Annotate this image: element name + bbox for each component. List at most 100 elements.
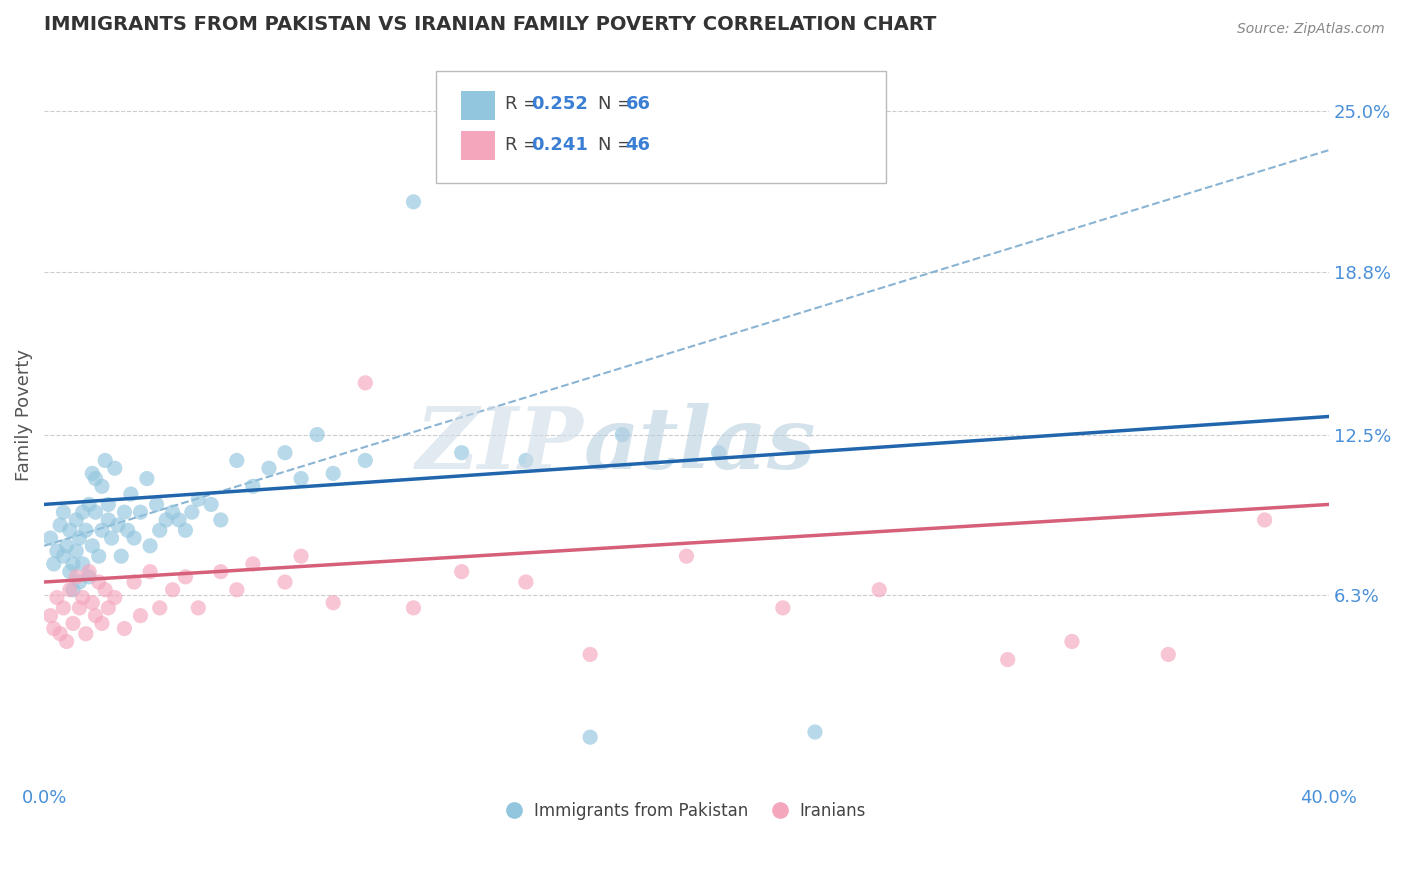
Point xyxy=(209,565,232,579)
Point xyxy=(87,549,110,563)
Point xyxy=(290,549,312,563)
Point xyxy=(46,544,69,558)
Point xyxy=(49,626,72,640)
Point xyxy=(162,582,184,597)
Point xyxy=(62,582,84,597)
Point xyxy=(39,608,62,623)
Point xyxy=(515,453,537,467)
Text: 0.252: 0.252 xyxy=(531,95,588,113)
Point xyxy=(100,531,122,545)
Point xyxy=(579,648,602,662)
Point xyxy=(200,497,222,511)
Point xyxy=(122,574,145,589)
Point xyxy=(55,539,77,553)
Point xyxy=(997,652,1019,666)
Point xyxy=(112,622,135,636)
Text: 46: 46 xyxy=(626,136,651,153)
Point xyxy=(135,472,157,486)
Point xyxy=(77,570,100,584)
Point xyxy=(257,461,280,475)
Point xyxy=(69,574,91,589)
Point xyxy=(97,600,120,615)
Point xyxy=(579,730,602,744)
Point xyxy=(225,582,247,597)
Point xyxy=(82,467,104,481)
Text: 66: 66 xyxy=(626,95,651,113)
Text: N =: N = xyxy=(598,95,637,113)
Text: R =: R = xyxy=(505,95,544,113)
Point xyxy=(62,557,84,571)
Point xyxy=(139,565,162,579)
Point xyxy=(174,570,197,584)
Point xyxy=(402,194,425,209)
Point xyxy=(120,487,142,501)
Point xyxy=(65,570,87,584)
Point xyxy=(129,608,152,623)
Point xyxy=(122,531,145,545)
Point xyxy=(52,549,75,563)
Point xyxy=(72,505,94,519)
Point xyxy=(450,565,472,579)
Point xyxy=(707,446,730,460)
Point xyxy=(145,497,167,511)
Point xyxy=(1157,648,1180,662)
Point xyxy=(149,600,172,615)
Point xyxy=(515,574,537,589)
Point xyxy=(129,505,152,519)
Point xyxy=(1060,634,1083,648)
Point xyxy=(84,472,107,486)
Point xyxy=(94,453,117,467)
Point xyxy=(90,479,112,493)
Point xyxy=(868,582,890,597)
Point xyxy=(97,497,120,511)
Legend: Immigrants from Pakistan, Iranians: Immigrants from Pakistan, Iranians xyxy=(501,796,873,827)
Point xyxy=(65,544,87,558)
Point xyxy=(87,574,110,589)
Point xyxy=(209,513,232,527)
Point xyxy=(180,505,202,519)
Point xyxy=(139,539,162,553)
Point xyxy=(354,453,377,467)
Point xyxy=(804,725,827,739)
Point xyxy=(117,523,139,537)
Point xyxy=(52,600,75,615)
Point xyxy=(225,453,247,467)
Point xyxy=(77,565,100,579)
Point xyxy=(675,549,697,563)
Text: R =: R = xyxy=(505,136,544,153)
Point xyxy=(49,518,72,533)
Point xyxy=(612,427,634,442)
Point xyxy=(69,600,91,615)
Point xyxy=(59,565,82,579)
Point xyxy=(39,531,62,545)
Text: atlas: atlas xyxy=(583,403,817,486)
Point xyxy=(94,582,117,597)
Point xyxy=(354,376,377,390)
Point xyxy=(274,446,297,460)
Text: IMMIGRANTS FROM PAKISTAN VS IRANIAN FAMILY POVERTY CORRELATION CHART: IMMIGRANTS FROM PAKISTAN VS IRANIAN FAMI… xyxy=(44,15,936,34)
Point xyxy=(242,557,264,571)
Point xyxy=(84,608,107,623)
Y-axis label: Family Poverty: Family Poverty xyxy=(15,349,32,481)
Point xyxy=(46,591,69,605)
Point xyxy=(290,472,312,486)
Point xyxy=(90,616,112,631)
Point xyxy=(62,616,84,631)
Point xyxy=(162,505,184,519)
Point xyxy=(772,600,794,615)
Point xyxy=(52,505,75,519)
Point xyxy=(322,467,344,481)
Point xyxy=(167,513,190,527)
Point xyxy=(187,600,209,615)
Point xyxy=(1253,513,1275,527)
Point xyxy=(322,596,344,610)
Point xyxy=(274,574,297,589)
Point xyxy=(90,523,112,537)
Point xyxy=(307,427,329,442)
Text: 0.241: 0.241 xyxy=(531,136,588,153)
Point xyxy=(75,523,97,537)
Point xyxy=(82,596,104,610)
Point xyxy=(59,523,82,537)
Point xyxy=(104,591,127,605)
Point xyxy=(155,513,177,527)
